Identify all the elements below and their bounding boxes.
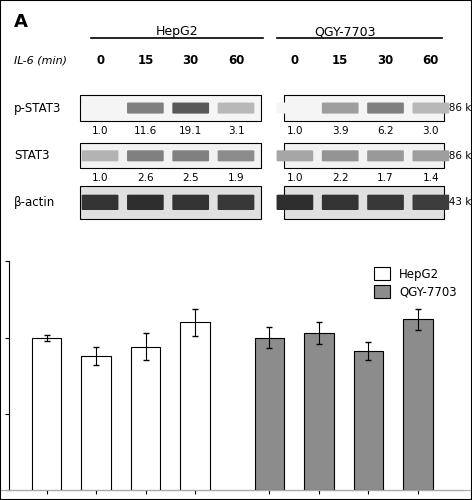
Bar xyxy=(80,186,261,218)
FancyBboxPatch shape xyxy=(413,150,449,162)
Text: 30: 30 xyxy=(378,54,394,67)
Text: 3.9: 3.9 xyxy=(332,126,348,136)
FancyBboxPatch shape xyxy=(322,150,359,162)
Text: 2.5: 2.5 xyxy=(182,174,199,184)
FancyBboxPatch shape xyxy=(172,194,209,210)
Text: A: A xyxy=(14,12,28,30)
Bar xyxy=(80,96,261,120)
FancyBboxPatch shape xyxy=(218,102,254,114)
Text: HepG2: HepG2 xyxy=(156,25,198,38)
Text: 6.2: 6.2 xyxy=(377,126,394,136)
Text: 0: 0 xyxy=(96,54,104,67)
FancyBboxPatch shape xyxy=(127,150,164,162)
FancyBboxPatch shape xyxy=(367,102,404,114)
FancyBboxPatch shape xyxy=(277,150,313,162)
FancyBboxPatch shape xyxy=(367,194,404,210)
Bar xyxy=(284,96,444,120)
FancyBboxPatch shape xyxy=(82,102,118,114)
Text: 1.7: 1.7 xyxy=(377,174,394,184)
Text: 1.0: 1.0 xyxy=(92,174,108,184)
Bar xyxy=(254,338,284,490)
Text: 19.1: 19.1 xyxy=(179,126,202,136)
Bar xyxy=(403,320,433,490)
FancyBboxPatch shape xyxy=(218,194,254,210)
FancyBboxPatch shape xyxy=(127,102,164,114)
Text: QGY-7703: QGY-7703 xyxy=(314,25,376,38)
Text: 60: 60 xyxy=(228,54,244,67)
FancyBboxPatch shape xyxy=(172,150,209,162)
Bar xyxy=(81,356,111,490)
Text: -43 kDa: -43 kDa xyxy=(446,198,472,207)
FancyBboxPatch shape xyxy=(172,102,209,114)
Text: 30: 30 xyxy=(183,54,199,67)
Bar xyxy=(354,352,383,490)
Text: 2.6: 2.6 xyxy=(137,174,154,184)
Text: β-actin: β-actin xyxy=(14,196,55,209)
FancyBboxPatch shape xyxy=(127,194,164,210)
FancyBboxPatch shape xyxy=(413,194,449,210)
Text: 3.0: 3.0 xyxy=(422,126,439,136)
Text: 3.1: 3.1 xyxy=(228,126,244,136)
Text: 0: 0 xyxy=(291,54,299,67)
Text: STAT3: STAT3 xyxy=(14,150,50,162)
Text: 1.4: 1.4 xyxy=(422,174,439,184)
Text: IL-6 (min): IL-6 (min) xyxy=(14,56,67,66)
Bar xyxy=(32,338,61,490)
FancyBboxPatch shape xyxy=(82,150,118,162)
Text: -86 kDa: -86 kDa xyxy=(446,151,472,161)
Text: -86 kDa: -86 kDa xyxy=(446,103,472,113)
Bar xyxy=(80,144,261,169)
FancyBboxPatch shape xyxy=(218,150,254,162)
FancyBboxPatch shape xyxy=(322,102,359,114)
Text: 1.0: 1.0 xyxy=(92,126,108,136)
Bar xyxy=(284,144,444,169)
Text: p-STAT3: p-STAT3 xyxy=(14,102,61,114)
Text: 11.6: 11.6 xyxy=(134,126,157,136)
FancyBboxPatch shape xyxy=(277,102,313,114)
Text: 15: 15 xyxy=(332,54,348,67)
Text: 60: 60 xyxy=(422,54,439,67)
Text: 1.0: 1.0 xyxy=(287,126,303,136)
FancyBboxPatch shape xyxy=(413,102,449,114)
Bar xyxy=(304,333,334,490)
Bar xyxy=(284,186,444,218)
FancyBboxPatch shape xyxy=(82,194,118,210)
Bar xyxy=(131,347,160,490)
FancyBboxPatch shape xyxy=(277,194,313,210)
Text: 2.2: 2.2 xyxy=(332,174,348,184)
Bar xyxy=(180,322,210,490)
Text: 1.9: 1.9 xyxy=(228,174,244,184)
Text: 15: 15 xyxy=(137,54,153,67)
FancyBboxPatch shape xyxy=(367,150,404,162)
Legend: HepG2, QGY-7703: HepG2, QGY-7703 xyxy=(374,268,456,299)
FancyBboxPatch shape xyxy=(322,194,359,210)
Text: 1.0: 1.0 xyxy=(287,174,303,184)
